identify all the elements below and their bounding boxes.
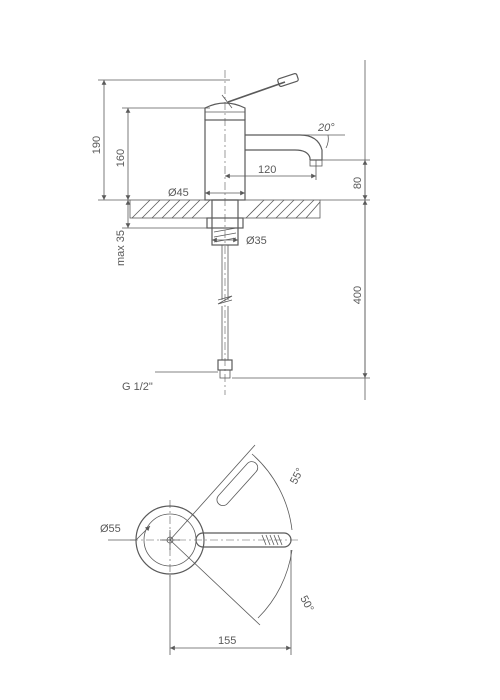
dim-total-reach: 155 [218, 635, 236, 647]
dim-spout-angle: 20° [317, 122, 335, 134]
dim-h-total: 190 [91, 136, 103, 154]
faucet-drawing: 190 160 Ø45 120 20° 80 max 35 Ø35 400 G … [0, 0, 500, 700]
dim-spout-height: 80 [352, 177, 364, 189]
dim-body-dia: Ø45 [168, 187, 189, 199]
dim-base-dia: Ø55 [100, 523, 121, 535]
dim-h-body: 160 [115, 149, 127, 167]
top-view: 55° 50° Ø55 155 [100, 445, 316, 655]
dim-angle-up: 55° [288, 466, 306, 486]
spout [245, 135, 322, 166]
dim-hose-drop: 400 [352, 286, 364, 304]
dim-shank-dia: Ø35 [246, 235, 267, 247]
dim-spout-reach: 120 [258, 164, 276, 176]
side-view: 190 160 Ø45 120 20° 80 max 35 Ø35 400 G … [91, 60, 370, 400]
dim-angle-down: 50° [297, 594, 315, 614]
faucet-body [205, 73, 299, 200]
dim-deck-max: max 35 [115, 230, 127, 266]
dim-thread: G 1/2" [122, 381, 153, 393]
swing-arcs: 55° 50° [170, 445, 316, 625]
shank [207, 200, 243, 245]
